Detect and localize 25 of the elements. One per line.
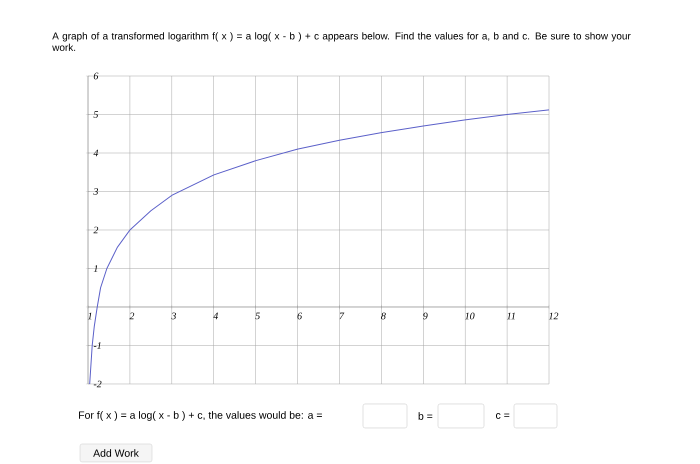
y-tick-label: 6 [94, 72, 98, 80]
x-tick-label: 11 [506, 312, 515, 320]
x-tick-label: 4 [213, 312, 218, 320]
x-tick-label: 3 [171, 312, 176, 320]
y-tick-label: 5 [94, 111, 98, 118]
y-tick-label: -2 [94, 380, 102, 388]
text: For f( x ) = a log( x - b ) + c, the values would be: a = [79, 411, 322, 421]
y-tick-label: 1 [94, 265, 98, 272]
y-tick-label: 4 [93, 150, 98, 156]
text: b = [418, 412, 432, 420]
y-tick-label: -1 [94, 342, 101, 349]
y-tick-label: 3 [93, 188, 98, 195]
x-tick-label: 7 [340, 312, 344, 320]
y-tick-label: 2 [93, 226, 98, 234]
x-tick-label: 9 [423, 312, 428, 320]
x-tick-label: 12 [548, 312, 558, 320]
x-tick-label: 1 [88, 312, 92, 320]
x-tick-label: 2 [129, 312, 134, 320]
text: Add Work [93, 449, 139, 457]
chart-title: A graph of a transformed logarithm f( x ) = a log( x - b ) + c appears below. Find the values for a, b and c. Be sure to show your work. [52, 32, 631, 51]
x-tick-label: 5 [255, 312, 260, 320]
x-tick-label: 10 [465, 312, 475, 320]
x-tick-label: 8 [381, 312, 386, 320]
x-tick-label: 6 [297, 312, 302, 320]
text: c = [496, 413, 510, 419]
